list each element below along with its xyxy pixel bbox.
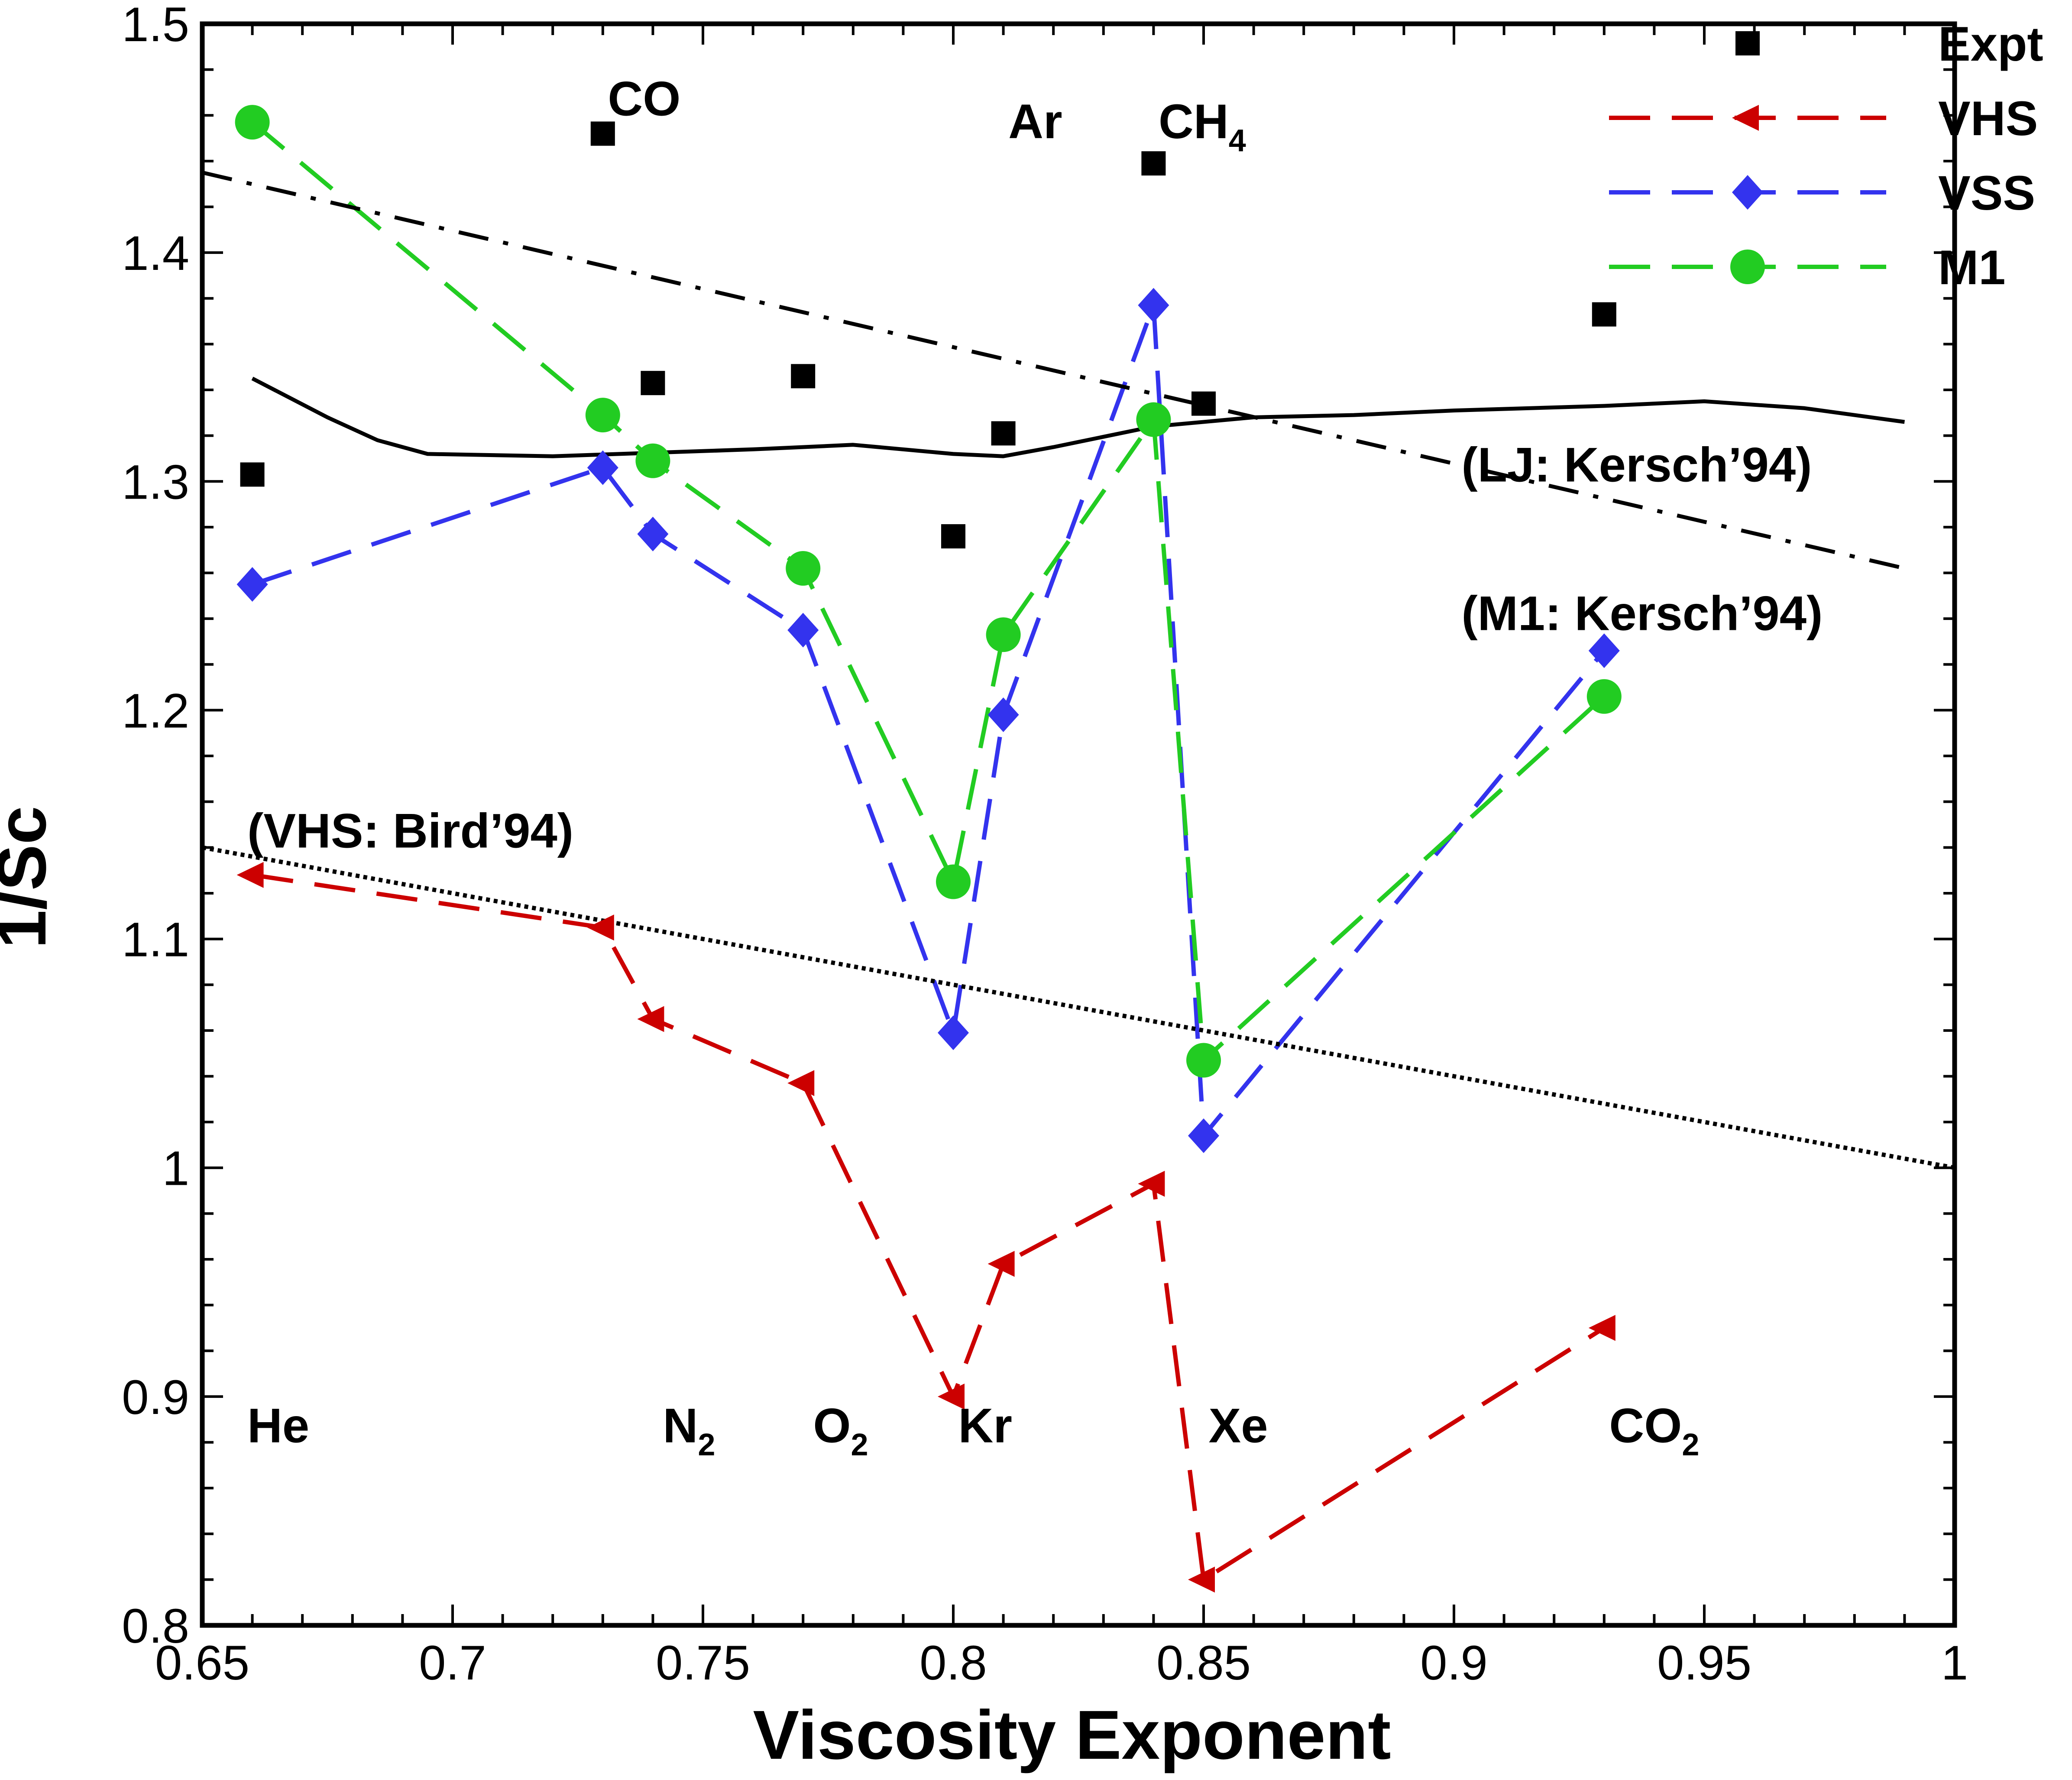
series-markers-layer (235, 105, 1622, 1593)
x-tick-label: 0.85 (1156, 1636, 1251, 1690)
plot-frame-layer (200, 21, 1957, 1628)
plot-frame (200, 21, 1957, 1628)
x-tick-label: 0.8 (919, 1636, 987, 1690)
annotation-kr: Kr (958, 1398, 1012, 1453)
data-point-m1-5 (936, 864, 971, 899)
data-point-expt-2 (590, 121, 615, 146)
data-point-vss-9 (1588, 633, 1620, 668)
legend-marker-vhs (1732, 105, 1759, 131)
data-point-m1-9 (1586, 679, 1622, 714)
data-point-vss-3 (637, 516, 669, 551)
data-point-m1-2 (585, 398, 620, 433)
data-point-m1-3 (635, 443, 670, 478)
data-point-vss-1 (236, 567, 268, 602)
data-point-m1-4 (786, 551, 821, 586)
x-tick-label: 1 (1941, 1636, 1968, 1690)
data-point-vhs-6 (987, 1251, 1015, 1277)
annotation-n2: N2 (663, 1398, 715, 1462)
series-line-m1-kersch-94 (201, 170, 1905, 571)
legend-marker-m1 (1730, 250, 1765, 284)
y-tick-label: 1.1 (122, 913, 189, 967)
data-point-expt-8 (1191, 391, 1216, 416)
legend-label-vhs: VHS (1938, 91, 2038, 146)
y-tick-label: 1.3 (122, 455, 189, 509)
annotation-ch4: CH4 (1159, 94, 1246, 158)
series-line-vss (252, 303, 1606, 1138)
legend-label-m1: M1 (1938, 240, 2006, 295)
annotations-layer: He N2 O2 Kr Xe CO2 CO Ar CH4 (LJ: Kersch’94) (M1: … (247, 71, 1823, 1462)
legend-label-vss: VSS (1938, 166, 2035, 220)
data-point-m1-7 (1136, 402, 1171, 437)
legend-label-expt: Expt (1938, 17, 2043, 71)
x-axis-title: Viscosity Exponent (753, 1696, 1391, 1774)
annotation-m1-kersch-94: (M1: Kersch’94) (1461, 587, 1823, 641)
data-point-m1-1 (235, 105, 270, 140)
data-point-expt-6 (991, 421, 1016, 446)
y-tick-label: 0.8 (122, 1599, 189, 1653)
data-point-expt-4 (791, 364, 816, 389)
annotation-co: CO (608, 71, 680, 126)
data-point-vhs-4 (787, 1070, 815, 1096)
annotation-ar: Ar (1008, 94, 1062, 149)
data-point-m1-6 (986, 617, 1021, 652)
series-line-vhs-bird-94 (202, 845, 1955, 1170)
series-lines-layer (201, 120, 1955, 1582)
y-axis-title: 1/Sc (0, 806, 60, 948)
data-point-vss-2 (587, 450, 618, 485)
x-tick-label: 0.95 (1657, 1636, 1751, 1690)
x-tick-label: 0.65 (155, 1636, 249, 1690)
data-point-expt-3 (641, 371, 665, 396)
x-tick-label: 0.75 (656, 1636, 750, 1690)
annotation-o2: O2 (813, 1398, 868, 1462)
annotation-he: He (247, 1398, 309, 1453)
annotation-vhs-bird-94: (VHS: Bird’94) (247, 804, 573, 858)
y-tick-label: 0.9 (122, 1370, 189, 1424)
data-point-expt-9 (1592, 302, 1616, 327)
legend-marker-vss (1732, 175, 1763, 210)
annotation-co2: CO2 (1609, 1398, 1699, 1462)
data-point-vss-7 (1138, 288, 1169, 323)
x-tick-label: 0.7 (419, 1636, 486, 1690)
data-point-expt-5 (941, 524, 965, 549)
data-point-vss-4 (787, 613, 819, 648)
data-point-vhs-3 (637, 1006, 664, 1032)
data-point-vhs-7 (1138, 1170, 1165, 1197)
data-point-vhs-1 (236, 862, 264, 888)
series-line-vhs (252, 872, 1606, 1582)
y-tick-label: 1.5 (122, 0, 189, 52)
y-tick-label: 1 (162, 1141, 189, 1196)
data-point-expt-1 (240, 462, 265, 487)
y-tick-label: 1.2 (122, 684, 189, 738)
data-point-vss-8 (1188, 1118, 1219, 1153)
annotation-xe: Xe (1209, 1398, 1268, 1453)
data-point-vhs-9 (1588, 1315, 1616, 1341)
series-line-m1 (251, 120, 1606, 1063)
axis-ticks-layer: 0.65 0.7 0.75 0.8 0.85 0.9 0.95 1 0.8 0.9 1 1.1 1.2 1… (122, 0, 1968, 1690)
annotation-lj-kersch-94: (LJ: Kersch’94) (1461, 438, 1812, 492)
data-point-m1-8 (1186, 1043, 1221, 1078)
data-point-vhs-8 (1188, 1566, 1215, 1593)
data-point-expt-7 (1141, 151, 1166, 176)
y-tick-label: 1.4 (122, 226, 189, 280)
data-point-vss-5 (938, 1015, 969, 1050)
series-line-lj-kersch-94 (251, 376, 1905, 458)
data-point-vss-6 (987, 697, 1019, 732)
x-tick-label: 0.9 (1420, 1636, 1488, 1690)
data-point-vhs-5 (938, 1383, 965, 1410)
legend-marker-expt (1735, 31, 1760, 55)
legend: Expt VHS VSS M1 (1609, 17, 2043, 295)
data-point-vhs-2 (587, 914, 614, 941)
